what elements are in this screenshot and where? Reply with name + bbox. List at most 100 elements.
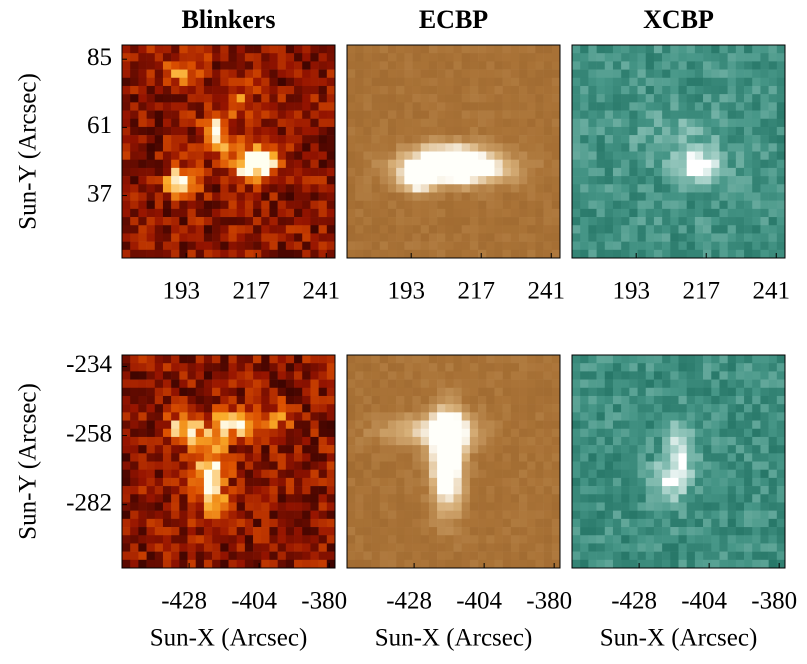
image-pixel: [728, 127, 736, 135]
image-pixel: [646, 380, 654, 388]
image-pixel: [319, 552, 327, 560]
image-pixel: [486, 380, 494, 388]
image-pixel: [147, 53, 155, 61]
image-pixel: [462, 388, 470, 396]
image-pixel: [286, 363, 294, 371]
image-pixel: [286, 102, 294, 110]
image-pixel: [220, 519, 228, 527]
image-pixel: [646, 111, 654, 119]
image-pixel: [752, 45, 760, 53]
image-pixel: [204, 388, 212, 396]
image-pixel: [454, 250, 462, 258]
image-pixel: [204, 371, 212, 379]
image-pixel: [470, 429, 478, 437]
image-pixel: [535, 61, 543, 69]
image-pixel: [179, 225, 187, 233]
image-pixel: [278, 462, 286, 470]
image-pixel: [695, 412, 703, 420]
image-pixel: [396, 527, 404, 535]
image-pixel: [527, 242, 535, 250]
image-pixel: [421, 70, 429, 78]
image-pixel: [580, 168, 588, 176]
image-pixel: [229, 94, 237, 102]
image-pixel: [355, 396, 363, 404]
image-pixel: [478, 127, 486, 135]
image-pixel: [413, 552, 421, 560]
image-pixel: [212, 86, 220, 94]
image-pixel: [445, 250, 453, 258]
image-pixel: [171, 412, 179, 420]
image-pixel: [388, 494, 396, 502]
image-pixel: [662, 78, 670, 86]
image-pixel: [388, 127, 396, 135]
image-pixel: [404, 355, 412, 363]
image-pixel: [229, 543, 237, 551]
image-pixel: [355, 437, 363, 445]
image-pixel: [253, 527, 261, 535]
image-pixel: [413, 102, 421, 110]
image-pixel: [188, 86, 196, 94]
image-pixel: [445, 242, 453, 250]
image-pixel: [355, 201, 363, 209]
image-pixel: [588, 168, 596, 176]
image-pixel: [278, 53, 286, 61]
image-pixel: [470, 462, 478, 470]
image-pixel: [372, 412, 380, 420]
image-pixel: [662, 225, 670, 233]
image-pixel: [519, 421, 527, 429]
image-pixel: [654, 217, 662, 225]
image-pixel: [752, 421, 760, 429]
image-pixel: [245, 119, 253, 127]
image-pixel: [445, 94, 453, 102]
image-pixel: [380, 78, 388, 86]
image-pixel: [155, 152, 163, 160]
image-pixel: [179, 421, 187, 429]
image-pixel: [437, 192, 445, 200]
image-pixel: [413, 445, 421, 453]
image-pixel: [736, 511, 744, 519]
image-pixel: [605, 437, 613, 445]
image-pixel: [588, 176, 596, 184]
image-pixel: [572, 511, 580, 519]
image-pixel: [286, 535, 294, 543]
image-pixel: [355, 192, 363, 200]
image-pixel: [494, 184, 502, 192]
image-pixel: [621, 478, 629, 486]
image-pixel: [580, 560, 588, 568]
x-tick-label: 217: [682, 278, 720, 305]
image-pixel: [728, 404, 736, 412]
image-pixel: [478, 494, 486, 502]
image-pixel: [380, 437, 388, 445]
image-pixel: [752, 478, 760, 486]
image-pixel: [719, 511, 727, 519]
image-pixel: [486, 192, 494, 200]
image-pixel: [527, 388, 535, 396]
image-pixel: [597, 388, 605, 396]
image-pixel: [572, 388, 580, 396]
image-pixel: [687, 45, 695, 53]
image-pixel: [711, 152, 719, 160]
image-pixel: [519, 388, 527, 396]
image-pixel: [777, 70, 785, 78]
image-pixel: [621, 152, 629, 160]
image-pixel: [679, 242, 687, 250]
image-pixel: [421, 535, 429, 543]
image-pixel: [286, 53, 294, 61]
image-pixel: [552, 363, 560, 371]
image-pixel: [588, 143, 596, 151]
image-pixel: [122, 445, 130, 453]
image-pixel: [302, 250, 310, 258]
image-pixel: [544, 511, 552, 519]
image-pixel: [588, 494, 596, 502]
image-pixel: [278, 519, 286, 527]
image-pixel: [687, 437, 695, 445]
image-pixel: [212, 135, 220, 143]
image-pixel: [355, 445, 363, 453]
image-pixel: [319, 119, 327, 127]
image-pixel: [752, 119, 760, 127]
image-pixel: [519, 396, 527, 404]
image-pixel: [278, 511, 286, 519]
image-pixel: [478, 184, 486, 192]
image-pixel: [138, 94, 146, 102]
image-pixel: [421, 242, 429, 250]
